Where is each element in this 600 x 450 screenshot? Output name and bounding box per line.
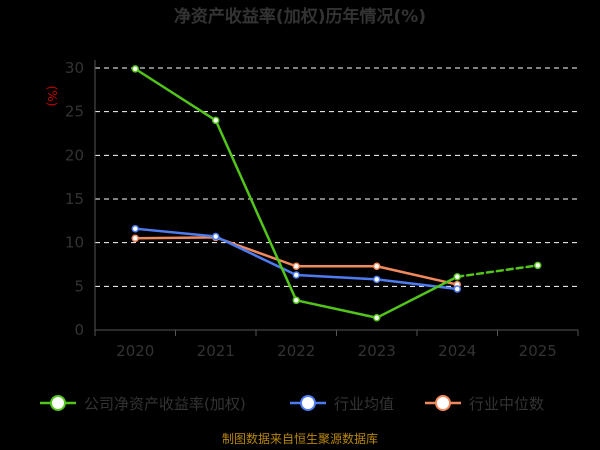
x-tick-label: 2025 xyxy=(519,342,557,360)
y-tick-label: 20 xyxy=(65,146,84,164)
series-segment xyxy=(375,278,459,291)
data-point xyxy=(292,271,300,279)
series-segment xyxy=(375,275,459,320)
data-point xyxy=(373,275,381,284)
grid-lines xyxy=(95,67,578,287)
series-segment xyxy=(214,119,298,302)
data-point xyxy=(373,262,381,270)
legend-label: 行业中位数 xyxy=(469,395,544,413)
y-tick-label: 5 xyxy=(74,277,84,295)
x-tick-label: 2021 xyxy=(197,342,235,360)
data-point xyxy=(453,285,461,293)
legend: 公司净资产收益率(加权) 行业均值 行业中位数 xyxy=(40,395,544,413)
legend-marker xyxy=(300,395,316,411)
series-1 xyxy=(131,224,461,293)
series-segment xyxy=(456,264,539,278)
data-point xyxy=(131,224,139,233)
data-point xyxy=(131,234,139,243)
series-segment xyxy=(134,236,217,240)
legend-label: 公司净资产收益率(加权) xyxy=(84,395,246,413)
y-tick-label: 30 xyxy=(65,59,84,77)
series-0 xyxy=(131,65,542,322)
legend-item-0: 公司净资产收益率(加权) xyxy=(40,395,246,413)
legend-item-1: 行业均值 xyxy=(290,395,394,413)
data-point xyxy=(292,262,300,270)
legend-marker xyxy=(50,395,66,411)
series-lines xyxy=(131,65,542,322)
legend-marker xyxy=(435,395,451,411)
data-point xyxy=(373,314,381,322)
x-tick-label: 2024 xyxy=(438,342,476,360)
x-tick-label: 2022 xyxy=(277,342,315,360)
data-point xyxy=(453,272,461,281)
legend-label: 行业均值 xyxy=(334,395,394,413)
y-tick-label: 10 xyxy=(65,234,84,252)
y-tick-label: 0 xyxy=(74,321,84,339)
data-point xyxy=(131,65,139,73)
y-axis-unit: (%) xyxy=(45,86,59,107)
series-segment xyxy=(295,273,378,281)
data-point xyxy=(292,296,300,305)
data-point xyxy=(212,232,220,241)
data-source: 制图数据来自恒生聚源数据库 xyxy=(222,431,378,446)
data-point xyxy=(212,116,220,125)
series-segment xyxy=(375,264,459,286)
y-tick-label: 15 xyxy=(65,190,84,208)
series-segment xyxy=(134,227,217,238)
chart-title: 净资产收益率(加权)历年情况(%) xyxy=(174,6,426,27)
series-segment xyxy=(134,67,217,122)
data-point xyxy=(534,261,542,270)
legend-item-2: 行业中位数 xyxy=(425,395,544,413)
y-tick-label: 25 xyxy=(65,103,84,121)
x-tick-label: 2023 xyxy=(358,342,396,360)
x-tick-label: 2020 xyxy=(116,342,154,360)
series-segment xyxy=(295,299,378,320)
